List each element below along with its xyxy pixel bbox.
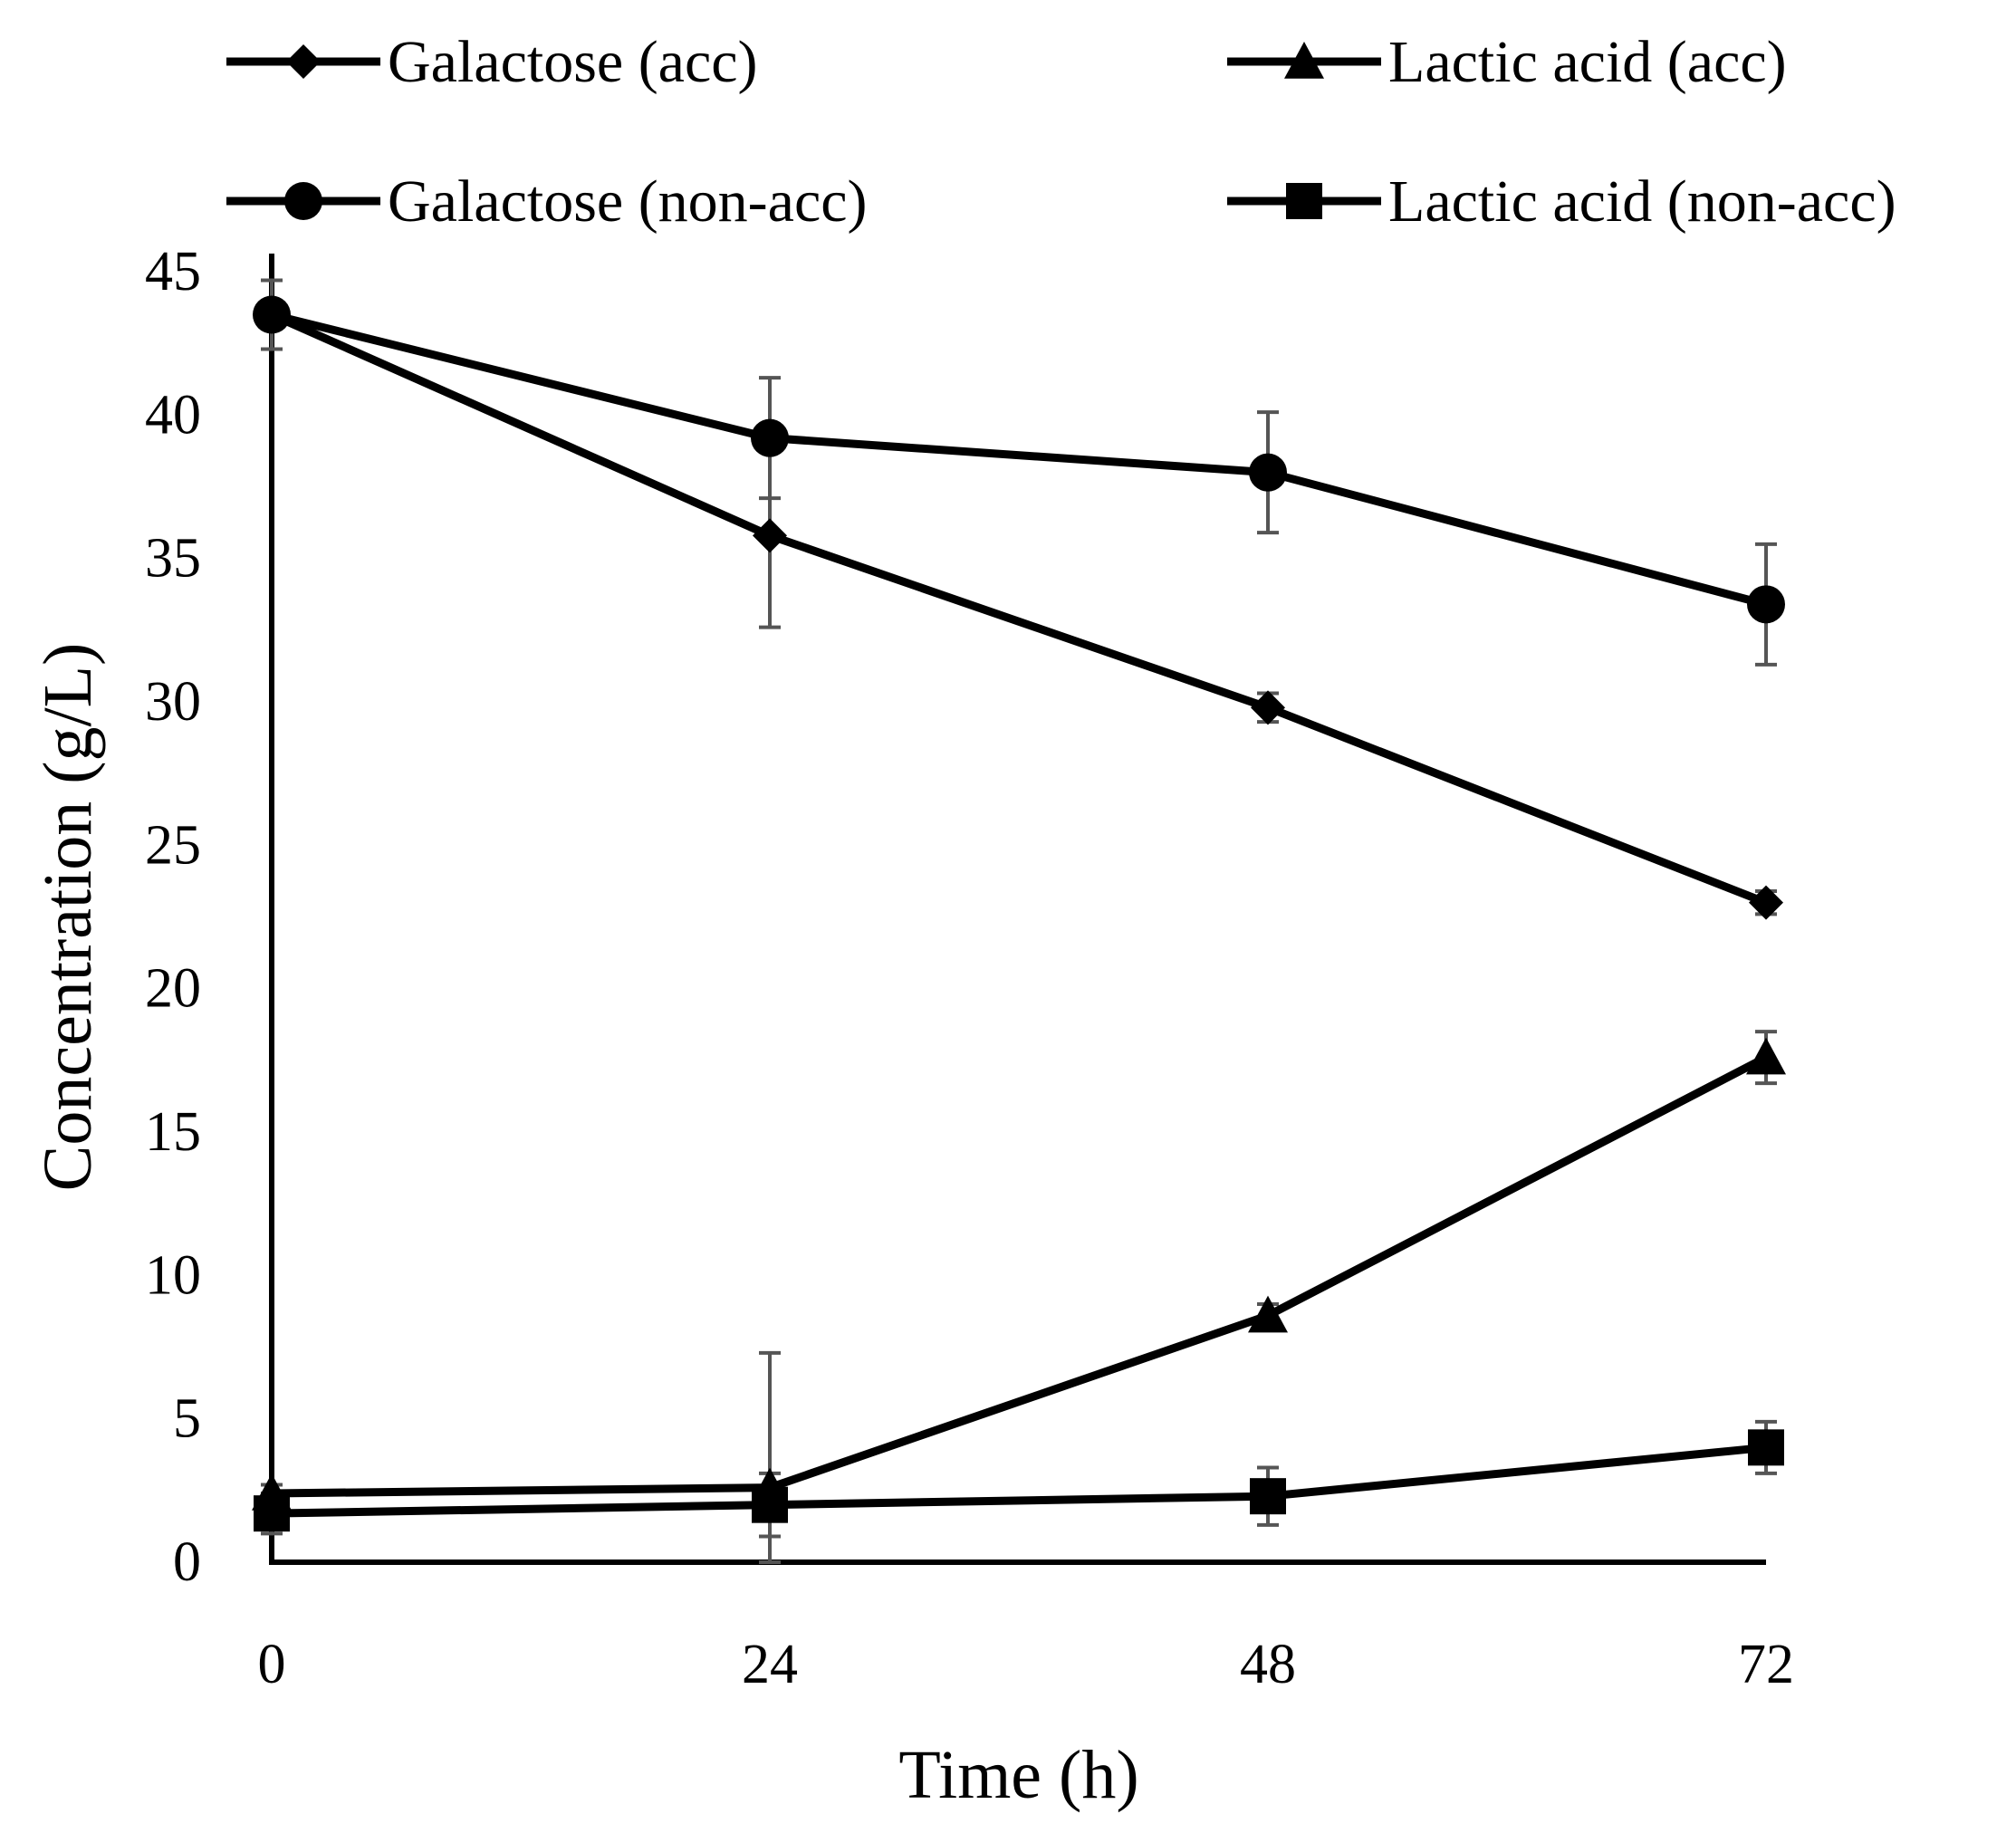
y-tick-label: 15 [145, 1101, 201, 1163]
x-tick-label: 0 [258, 1634, 286, 1695]
circle-marker-galactose-non-acc [751, 418, 789, 457]
legend-item-lactic-acid-non-acc: Lactic acid (non-acc) [1227, 168, 1896, 235]
series-line-lactic-acid-non-acc [271, 1443, 1767, 1518]
circle-marker-galactose-non-acc [253, 295, 291, 334]
legend-item-galactose-non-acc: Galactose (non-acc) [226, 168, 868, 235]
y-tick-label: 45 [145, 241, 201, 302]
series-lines [270, 311, 1769, 1518]
x-tick-label: 72 [1738, 1634, 1794, 1695]
circle-marker-galactose-non-acc [1747, 585, 1785, 624]
y-tick-label: 35 [145, 528, 201, 590]
error-bars [261, 278, 1777, 1564]
x-axis-title: Time (h) [898, 1737, 1138, 1813]
y-tick-label: 20 [145, 958, 201, 1020]
data-point-markers [252, 295, 1786, 1532]
legend-label: Lactic acid (non-acc) [1388, 168, 1896, 235]
y-tick-label: 5 [173, 1388, 201, 1450]
y-tick-label: 25 [145, 814, 201, 876]
series-line-galactose-acc [270, 311, 1768, 907]
x-tick-label: 24 [742, 1634, 798, 1695]
legend-item-galactose-acc: Galactose (acc) [226, 29, 758, 95]
series-line-galactose-non-acc [270, 311, 1768, 609]
y-tick-label: 10 [145, 1244, 201, 1306]
square-marker-lactic-acid-non-acc [1250, 1478, 1286, 1515]
y-tick-label: 40 [145, 384, 201, 446]
legend-triangle-marker [1284, 42, 1324, 79]
triangle-marker-lactic-acid-acc [1248, 1295, 1288, 1333]
y-tick-label: 30 [145, 671, 201, 733]
y-axis-tick-labels: 0 5 10 15 20 25 30 35 40 45 [145, 241, 201, 1593]
diamond-marker-galactose-acc [1749, 885, 1783, 920]
x-axis-tick-labels: 0 24 48 72 [258, 1634, 1795, 1695]
legend-square-marker [1286, 183, 1322, 219]
legend-label: Galactose (acc) [388, 29, 758, 95]
legend-label: Lactic acid (acc) [1388, 29, 1787, 95]
y-axis-title: Concentration (g/L) [30, 643, 106, 1192]
x-tick-label: 48 [1240, 1634, 1296, 1695]
square-marker-lactic-acid-non-acc [254, 1495, 290, 1532]
legend-diamond-marker [286, 44, 321, 79]
triangle-marker-lactic-acid-acc [1746, 1037, 1786, 1075]
y-tick-label: 0 [173, 1531, 201, 1593]
legend-item-lactic-acid-acc: Lactic acid (acc) [1227, 29, 1787, 95]
legend-label: Galactose (non-acc) [388, 168, 868, 235]
legend-circle-marker [284, 182, 322, 220]
diamond-marker-galactose-acc [1251, 690, 1285, 725]
circle-marker-galactose-non-acc [1249, 453, 1287, 492]
axes [269, 254, 1766, 1565]
legend: Galactose (acc) Lactic acid (acc) Galactos… [226, 29, 1896, 235]
diamond-marker-galactose-acc [753, 518, 787, 553]
square-marker-lactic-acid-non-acc [1748, 1429, 1784, 1466]
square-marker-lactic-acid-non-acc [752, 1486, 788, 1523]
series-line-lactic-acid-acc [271, 1053, 1769, 1498]
